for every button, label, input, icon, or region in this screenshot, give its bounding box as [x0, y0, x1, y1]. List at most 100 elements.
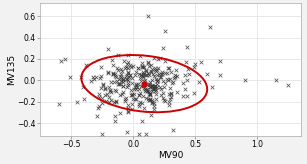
Point — [94, 76, 99, 79]
Point — [154, 70, 159, 72]
Point — [81, 98, 86, 100]
Point — [148, 71, 153, 73]
Point — [97, 92, 102, 95]
Point — [130, 93, 134, 96]
Point — [148, 86, 153, 88]
Point — [111, 73, 115, 76]
Point — [158, 86, 163, 88]
Point — [56, 103, 61, 105]
Point — [147, 83, 152, 85]
Point — [136, 83, 141, 85]
Point — [143, 78, 148, 81]
Point — [167, 66, 172, 69]
Point — [142, 87, 147, 90]
Point — [143, 97, 148, 100]
Point — [187, 73, 192, 75]
Point — [144, 68, 149, 71]
Point — [119, 80, 123, 82]
Point — [168, 92, 173, 95]
Point — [128, 64, 133, 66]
Point — [172, 77, 177, 79]
Point — [162, 99, 167, 102]
Point — [111, 64, 116, 66]
Point — [160, 72, 165, 75]
Point — [113, 75, 118, 77]
Point — [134, 70, 138, 73]
Point — [106, 86, 111, 88]
Point — [123, 77, 128, 80]
Point — [105, 71, 110, 74]
Point — [122, 60, 127, 62]
Point — [155, 58, 160, 61]
Point — [107, 89, 112, 92]
Point — [139, 120, 144, 123]
Point — [107, 95, 112, 98]
Point — [117, 78, 122, 81]
Point — [155, 79, 160, 81]
Point — [124, 131, 129, 133]
Point — [162, 86, 167, 88]
Point — [137, 93, 142, 96]
Point — [157, 57, 162, 60]
Point — [113, 115, 118, 117]
Point — [139, 61, 144, 64]
Point — [184, 61, 189, 63]
Point — [184, 79, 189, 82]
Point — [274, 79, 278, 82]
Point — [165, 72, 169, 74]
Point — [131, 98, 136, 101]
Point — [154, 93, 158, 96]
Point — [149, 79, 154, 82]
Point — [104, 92, 109, 95]
Point — [143, 133, 148, 135]
Point — [146, 61, 151, 64]
Y-axis label: MV135: MV135 — [7, 54, 16, 85]
Point — [126, 71, 131, 73]
Point — [100, 84, 105, 86]
Point — [116, 53, 121, 56]
Point — [139, 102, 144, 104]
Point — [118, 74, 122, 77]
Point — [153, 84, 157, 87]
Point — [99, 74, 103, 77]
Point — [136, 67, 141, 69]
Point — [181, 95, 185, 98]
Point — [145, 98, 150, 101]
Point — [126, 72, 130, 74]
Point — [108, 99, 113, 102]
Point — [144, 83, 149, 85]
Point — [139, 74, 144, 76]
Point — [130, 82, 135, 85]
Point — [185, 46, 189, 48]
Point — [99, 87, 104, 90]
Point — [135, 67, 140, 70]
Point — [154, 78, 159, 80]
Point — [152, 84, 157, 87]
Point — [151, 108, 156, 110]
Point — [134, 87, 138, 90]
Point — [130, 65, 135, 68]
Point — [123, 75, 128, 78]
Point — [95, 115, 99, 118]
Point — [149, 113, 154, 116]
Point — [157, 73, 162, 75]
Point — [137, 100, 142, 103]
Point — [104, 99, 109, 102]
Point — [129, 94, 134, 96]
Point — [150, 88, 155, 91]
Point — [149, 101, 154, 104]
Point — [149, 83, 154, 86]
Point — [138, 54, 142, 57]
Point — [112, 101, 117, 103]
Point — [146, 71, 151, 74]
Point — [125, 106, 130, 109]
Point — [97, 77, 102, 80]
Point — [105, 48, 110, 51]
Point — [121, 91, 126, 93]
Point — [120, 81, 125, 83]
Point — [116, 68, 121, 71]
Point — [134, 83, 139, 86]
Point — [129, 103, 134, 106]
Point — [96, 107, 101, 109]
Point — [112, 73, 117, 76]
